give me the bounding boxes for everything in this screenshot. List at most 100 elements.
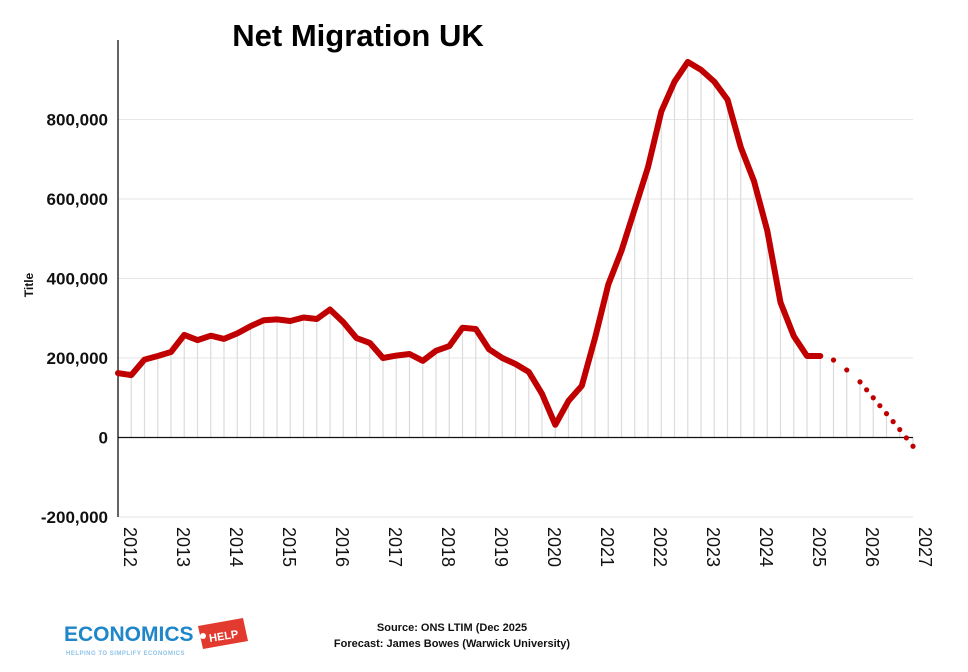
data-point-actual-23 [422, 360, 424, 362]
data-point-actual-45 [713, 81, 715, 83]
x-tick-label-5: 2017 [385, 527, 405, 567]
source-line-2: Forecast: James Bowes (Warwick Universit… [334, 638, 571, 650]
data-point-actual-51 [793, 335, 795, 337]
data-point-actual-18 [356, 337, 357, 339]
data-point-actual-12 [276, 318, 278, 320]
data-point-actual-20 [382, 357, 384, 359]
data-point-actual-36 [594, 337, 596, 339]
x-tick-label-6: 2018 [438, 527, 458, 567]
forecast-dot-1 [844, 367, 850, 373]
x-tick-label-3: 2015 [279, 527, 299, 567]
forecast-dot-10 [910, 443, 916, 449]
x-tick-label-15: 2027 [915, 527, 935, 567]
data-point-actual-42 [674, 81, 675, 83]
logo-economics-text: ECONOMICS [64, 623, 194, 646]
data-point-actual-32 [541, 393, 543, 395]
data-point-actual-43 [687, 61, 689, 63]
source-line-1: Source: ONS LTIM (Dec 2025 [377, 622, 527, 634]
logo-dot-icon [200, 633, 206, 639]
x-tick-labels: 2012 2013 2014 2015 2016 2017 2018 2019 2020 2021… [120, 527, 935, 567]
data-point-actual-8 [223, 338, 225, 340]
data-point-actual-35 [581, 385, 583, 387]
data-point-actual-9 [236, 332, 238, 334]
data-point-actual-11 [263, 319, 265, 321]
data-point-actual-28 [488, 348, 490, 350]
data-point-actual-41 [660, 111, 662, 113]
data-point-actual-29 [501, 357, 503, 359]
forecast-dot-7 [890, 419, 896, 425]
x-tick-label-0: 2012 [120, 527, 140, 567]
x-tick-label-2: 2014 [226, 527, 246, 567]
data-point-actual-47 [740, 146, 742, 148]
forecast-dot-2 [857, 379, 863, 385]
data-point-actual-34 [568, 400, 569, 402]
logo-badge-shape [198, 618, 248, 649]
forecast-dot-3 [864, 387, 870, 393]
data-point-actual-26 [462, 327, 463, 329]
x-tick-label-10: 2022 [650, 527, 670, 567]
x-tick-label-8: 2020 [544, 527, 564, 567]
x-tick-label-12: 2024 [756, 527, 776, 567]
data-point-actual-13 [289, 320, 291, 322]
x-tick-label-14: 2026 [862, 527, 882, 567]
forecast-dot-6 [883, 411, 890, 417]
y-tick-label-1: 0 [99, 429, 108, 448]
forecast-dot-9 [903, 435, 909, 441]
data-point-actual-48 [753, 180, 755, 182]
data-point-actual-39 [634, 208, 636, 210]
data-point-actual-0 [117, 372, 119, 374]
data-point-actual-21 [395, 355, 397, 357]
data-point-actual-6 [197, 339, 198, 341]
forecast-dot-0 [830, 357, 837, 363]
data-point-actual-38 [621, 250, 622, 252]
data-point-actual-15 [316, 318, 318, 320]
data-point-actual-17 [342, 321, 344, 323]
data-point-actual-25 [448, 345, 450, 347]
forecast-dot-5 [877, 403, 883, 409]
data-point-actual-40 [647, 166, 649, 168]
x-tick-label-11: 2023 [703, 527, 723, 567]
data-point-actual-4 [170, 351, 172, 353]
data-point-actual-1 [130, 374, 132, 376]
data-point-actual-2 [144, 359, 145, 361]
economics-help-logo[interactable]: ECONOMICS HELP HELPING TO SIMPLIFY ECONO… [64, 618, 248, 657]
data-point-actual-44 [700, 69, 702, 71]
data-point-actual-52 [806, 355, 808, 357]
data-point-actual-5 [183, 334, 185, 336]
x-tick-label-13: 2025 [809, 527, 829, 567]
x-tick-label-7: 2019 [491, 527, 511, 567]
y-axis-label: Title [22, 272, 36, 297]
data-point-actual-19 [369, 342, 371, 344]
data-point-actual-31 [528, 371, 530, 373]
y-tick-labels: -200,000 0 200,000 400,000 600,000 800,000 [41, 111, 108, 528]
data-point-actual-33 [554, 424, 556, 426]
y-tick-label-3: 400,000 [47, 270, 108, 289]
axes [117, 40, 913, 517]
data-point-actual-30 [515, 363, 516, 365]
x-tick-label-4: 2016 [332, 527, 352, 567]
data-point-actual-53 [819, 355, 821, 357]
data-point-actual-24 [435, 350, 437, 352]
data-point-actual-46 [727, 99, 728, 101]
y-tick-label-2: 200,000 [47, 349, 108, 368]
data-point-actual-22 [409, 353, 410, 355]
data-point-actual-50 [780, 301, 781, 303]
x-tick-label-1: 2013 [173, 527, 193, 567]
logo-help-text: HELP [208, 629, 239, 645]
data-point-actual-16 [329, 309, 331, 311]
chart-title: Net Migration UK [232, 18, 484, 53]
gridlines [118, 119, 913, 518]
data-point-actual-37 [607, 283, 609, 285]
logo-tagline: HELPING TO SIMPLIFY ECONOMICS [66, 651, 185, 657]
x-tick-label-9: 2021 [597, 527, 617, 567]
forecast-dot-8 [897, 426, 903, 433]
data-point-actual-27 [475, 328, 477, 330]
y-tick-label-5: 800,000 [47, 111, 108, 130]
series-line-actual [115, 58, 824, 428]
data-point-actual-14 [303, 316, 304, 318]
data-point-actual-10 [250, 325, 251, 327]
y-tick-label-4: 600,000 [47, 190, 108, 209]
series-group [115, 58, 916, 449]
